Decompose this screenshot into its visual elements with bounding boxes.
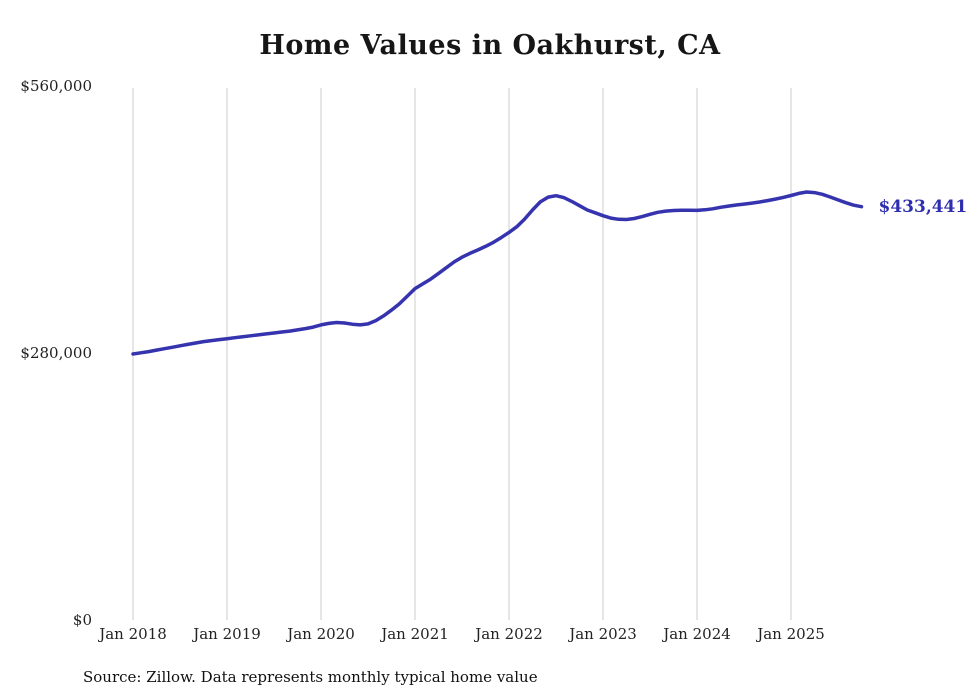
value-line: [131, 190, 864, 356]
x-axis-tick-label: Jan 2020: [287, 625, 355, 643]
y-axis-tick-label: $0: [72, 611, 92, 629]
x-axis-tick-label: Jan 2019: [193, 625, 261, 643]
x-axis-tick-label: Jan 2024: [663, 625, 731, 643]
x-axis-tick-label: Jan 2025: [757, 625, 825, 643]
x-axis-tick-label: Jan 2022: [475, 625, 543, 643]
chart-title: Home Values in Oakhurst, CA: [259, 30, 721, 61]
x-axis-tick-label: Jan 2018: [99, 625, 167, 643]
source-note: Source: Zillow. Data represents monthly …: [83, 668, 538, 686]
y-axis-tick-label: $280,000: [20, 344, 92, 362]
y-axis-tick-label: $560,000: [20, 77, 92, 95]
gridlines: [132, 88, 792, 620]
latest-value-label: $433,441: [878, 196, 968, 217]
x-axis-tick-label: Jan 2021: [381, 625, 449, 643]
x-axis-tick-label: Jan 2023: [569, 625, 637, 643]
